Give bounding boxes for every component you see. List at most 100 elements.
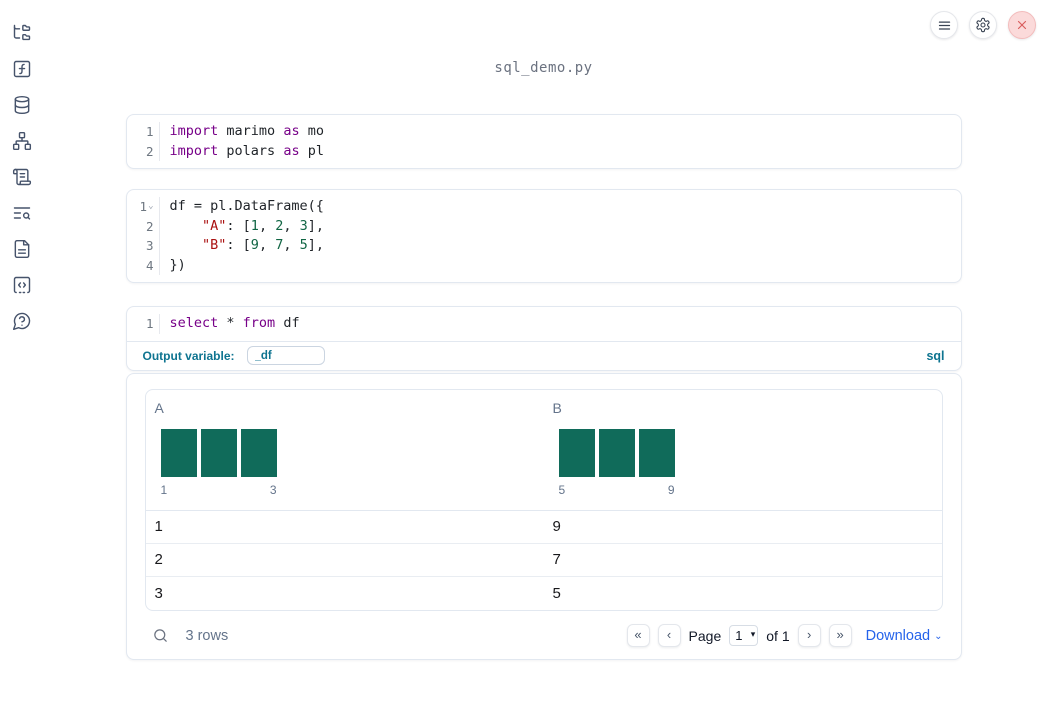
topbar-actions xyxy=(930,11,1036,39)
help-icon xyxy=(12,312,31,331)
histogram-bar xyxy=(200,428,237,477)
sidebar-function-button[interactable] xyxy=(11,59,33,79)
code-text: "A": [1, 2, 3], xyxy=(202,217,325,234)
first-page-button[interactable]: « xyxy=(626,624,650,647)
page-select-wrap: 1 ▾ xyxy=(729,625,759,646)
code-editor[interactable]: 1 import marimo as mo 2 import polars as pl xyxy=(127,115,961,168)
sql-language-badge: sql xyxy=(926,348,945,363)
notebook-area: sql_demo.py 1 import marimo as mo 2 import … xyxy=(44,0,1043,660)
database-icon xyxy=(14,95,30,115)
cells-column: 1 import marimo as mo 2 import polars as pl… xyxy=(125,114,962,661)
output-variable-row: Output variable: sql xyxy=(126,340,961,370)
sidebar-file-tree-button[interactable] xyxy=(11,23,33,43)
page-select[interactable]: 1 xyxy=(729,625,759,646)
sidebar-network-button[interactable] xyxy=(11,131,33,151)
column-name: B xyxy=(552,399,562,416)
code-text: }) xyxy=(169,256,186,273)
code-editor[interactable]: 1 ⌄ df = pl.DataFrame({2 "A": [1, 2, 3], 3 … xyxy=(127,190,961,282)
chevron-down-icon[interactable]: ⌄ xyxy=(148,201,154,212)
code-editor[interactable]: 1 select * from df xyxy=(127,307,961,341)
chevron-down-icon: ⌄ xyxy=(934,631,943,642)
chevron-right-icon: › xyxy=(806,627,812,642)
code-snippet-icon xyxy=(13,276,31,294)
table-cell: 2 xyxy=(154,551,163,568)
code-cell-imports[interactable]: 1 import marimo as mo 2 import polars as pl xyxy=(125,114,962,169)
code-text: import marimo as mo xyxy=(169,123,324,139)
line-number: 1 ⌄ xyxy=(127,197,160,217)
scroll-icon xyxy=(12,168,32,186)
table-cell: 5 xyxy=(552,584,561,602)
code-text: df = pl.DataFrame({ xyxy=(169,198,324,214)
list-search-icon xyxy=(13,207,31,220)
download-label: Download xyxy=(865,627,931,644)
histogram-bar xyxy=(638,428,675,477)
code-line[interactable]: 2 "A": [1, 2, 3], xyxy=(127,216,961,236)
histogram-min-label: 5 xyxy=(558,482,566,497)
code-line[interactable]: 1 import marimo as mo xyxy=(127,122,961,142)
histogram-max-label: 3 xyxy=(269,482,277,497)
last-page-button[interactable]: » xyxy=(828,624,852,647)
code-line[interactable]: 2 import polars as pl xyxy=(127,141,961,161)
settings-button[interactable] xyxy=(969,11,997,39)
code-text: import polars as pl xyxy=(169,142,324,159)
code-line[interactable]: 1 ⌄ df = pl.DataFrame({ xyxy=(127,197,961,217)
function-icon xyxy=(13,60,31,78)
sidebar-scroll-button[interactable] xyxy=(11,167,33,187)
histogram-bar xyxy=(240,428,277,477)
table-cell: 7 xyxy=(552,551,561,568)
pagination: « ‹ Page 1 ▾ of 1 › » xyxy=(626,624,852,647)
code-line[interactable]: 3 "B": [9, 7, 5], xyxy=(127,236,961,256)
sidebar xyxy=(0,0,44,713)
output-variable-input[interactable] xyxy=(246,346,325,365)
close-x-icon xyxy=(1017,20,1027,30)
table-cell: 3 xyxy=(154,584,163,602)
line-number: 3 xyxy=(127,236,160,256)
histogram-bars xyxy=(558,428,675,477)
histogram-bar xyxy=(160,428,197,477)
search-icon xyxy=(153,629,167,642)
table-footer: 3 rows « ‹ Page 1 ▾ of 1 › xyxy=(145,611,943,661)
previous-page-button[interactable]: ‹ xyxy=(657,624,681,647)
code-cell-sql[interactable]: 1 select * from df Output variable: sql xyxy=(125,306,962,371)
chevrons-left-icon: « xyxy=(634,627,642,642)
code-line[interactable]: 1 select * from df xyxy=(127,314,961,334)
code-cell-dataframe[interactable]: 1 ⌄ df = pl.DataFrame({2 "A": [1, 2, 3], 3 … xyxy=(125,189,962,283)
gear-icon xyxy=(976,17,990,33)
network-icon xyxy=(12,131,32,151)
notebook-filename: sql_demo.py xyxy=(494,60,593,76)
histogram-bar xyxy=(558,428,595,477)
sidebar-database-button[interactable] xyxy=(11,95,33,115)
histogram-min-label: 1 xyxy=(160,482,168,497)
hamburger-icon xyxy=(938,20,950,30)
sidebar-code-snippet-button[interactable] xyxy=(11,275,33,295)
next-page-button[interactable]: › xyxy=(797,624,821,647)
close-button[interactable] xyxy=(1008,11,1036,39)
sidebar-help-button[interactable] xyxy=(11,311,33,331)
page-total-label: of 1 xyxy=(766,627,790,644)
page-label: Page xyxy=(688,627,722,644)
sidebar-list-search-button[interactable] xyxy=(11,203,33,223)
code-line[interactable]: 4}) xyxy=(127,255,961,275)
search-button[interactable] xyxy=(152,627,169,644)
menu-button[interactable] xyxy=(930,11,958,39)
output-variable-label: Output variable: xyxy=(142,348,235,363)
chevrons-right-icon: » xyxy=(836,627,844,642)
line-number: 2 xyxy=(127,216,160,236)
download-button[interactable]: Download ⌄ xyxy=(866,628,943,644)
sidebar-document-button[interactable] xyxy=(11,239,33,259)
histogram-max-label: 9 xyxy=(667,482,675,497)
code-text: select * from df xyxy=(169,315,300,331)
histogram-bar xyxy=(598,428,635,477)
line-number: 4 xyxy=(127,255,160,275)
column-name: A xyxy=(154,399,164,416)
